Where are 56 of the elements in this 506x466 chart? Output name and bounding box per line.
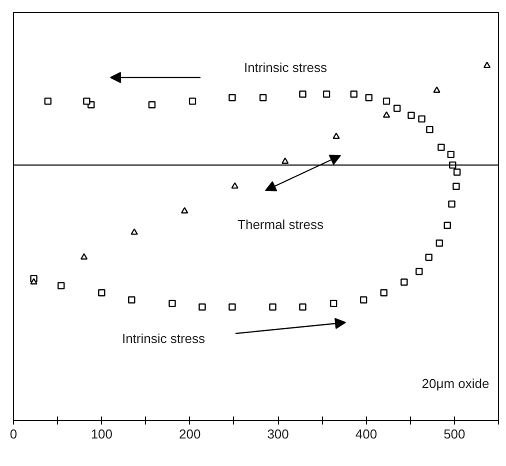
x-tick-label: 400 bbox=[355, 426, 378, 442]
point bbox=[330, 300, 338, 308]
x-tick-label: 200 bbox=[179, 426, 201, 442]
point bbox=[98, 289, 106, 296]
point bbox=[148, 101, 156, 108]
point bbox=[448, 200, 456, 208]
point bbox=[228, 94, 236, 102]
point bbox=[453, 168, 461, 176]
point bbox=[360, 296, 368, 304]
point bbox=[58, 282, 65, 290]
point bbox=[198, 303, 206, 311]
point bbox=[299, 90, 306, 98]
point bbox=[436, 240, 444, 247]
x-tick-label: 500 bbox=[444, 426, 466, 442]
point bbox=[30, 278, 38, 284]
point bbox=[231, 182, 238, 189]
point bbox=[80, 253, 88, 260]
x-tick-label: 100 bbox=[90, 426, 113, 442]
annotation: 20μm oxide bbox=[422, 376, 490, 391]
point bbox=[447, 150, 454, 158]
point bbox=[400, 278, 408, 286]
point bbox=[350, 90, 358, 98]
point bbox=[416, 268, 423, 276]
point bbox=[382, 98, 390, 105]
point bbox=[322, 90, 330, 98]
point bbox=[444, 222, 451, 229]
point bbox=[452, 182, 460, 190]
point bbox=[282, 157, 289, 164]
point bbox=[259, 94, 267, 102]
point bbox=[44, 98, 52, 105]
point bbox=[418, 115, 426, 123]
point bbox=[188, 98, 196, 105]
point bbox=[83, 98, 90, 105]
x-tick-label: 0 bbox=[10, 426, 18, 442]
point bbox=[425, 254, 432, 261]
annotation: Intrinsic stress bbox=[244, 60, 328, 75]
point bbox=[269, 303, 276, 311]
point bbox=[483, 62, 491, 68]
point bbox=[299, 303, 306, 311]
annotation: Intrinsic stress bbox=[122, 331, 206, 346]
x-tick-label: 300 bbox=[267, 426, 289, 442]
point bbox=[438, 144, 445, 151]
point bbox=[380, 289, 388, 296]
point bbox=[128, 296, 136, 304]
point bbox=[180, 207, 188, 214]
point bbox=[130, 228, 138, 235]
point bbox=[332, 132, 340, 140]
point bbox=[168, 300, 176, 308]
point bbox=[228, 303, 236, 311]
annotation: Thermal stress bbox=[238, 217, 324, 232]
point bbox=[408, 112, 415, 119]
point bbox=[365, 94, 372, 102]
point bbox=[393, 104, 401, 112]
point bbox=[382, 111, 390, 118]
point bbox=[433, 86, 440, 93]
point bbox=[426, 126, 434, 134]
